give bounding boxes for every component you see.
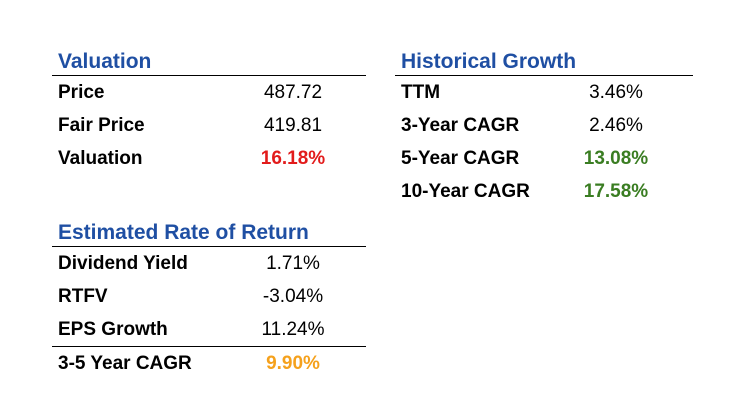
historical-growth-section: Historical Growth TTM 3.46% 3-Year CAGR …	[395, 49, 693, 208]
valuation-row-price: Price 487.72	[52, 76, 366, 109]
row-value: 3.46%	[589, 82, 643, 103]
growth-row-3yr: 3-Year CAGR 2.46%	[395, 109, 693, 142]
growth-row-5yr: 5-Year CAGR 13.08%	[395, 142, 693, 175]
row-value: 16.18%	[260, 148, 326, 169]
estimated-return-title: Estimated Rate of Return	[52, 220, 366, 247]
growth-row-ttm: TTM 3.46%	[395, 76, 693, 109]
valuation-row-fair-price: Fair Price 419.81	[52, 109, 366, 142]
row-label: EPS Growth	[58, 319, 168, 340]
valuation-section: Valuation Price 487.72 Fair Price 419.81…	[52, 49, 366, 175]
row-value: 419.81	[263, 115, 323, 136]
row-value: 9.90%	[266, 353, 320, 374]
row-value: -3.04%	[262, 286, 324, 307]
row-value: 13.08%	[583, 148, 649, 169]
return-row-3-5yr-cagr: 3-5 Year CAGR 9.90%	[52, 346, 366, 380]
valuation-title: Valuation	[52, 49, 366, 76]
growth-row-10yr: 10-Year CAGR 17.58%	[395, 175, 693, 208]
historical-growth-title: Historical Growth	[395, 49, 693, 76]
return-row-rtfv: RTFV -3.04%	[52, 280, 366, 313]
valuation-row-valuation: Valuation 16.18%	[52, 142, 366, 175]
row-label: Valuation	[58, 148, 143, 169]
row-label: 10-Year CAGR	[401, 181, 530, 202]
row-label: RTFV	[58, 286, 108, 307]
row-value: 1.71%	[266, 253, 320, 274]
row-label: 5-Year CAGR	[401, 148, 520, 169]
row-value: 17.58%	[583, 181, 649, 202]
row-value: 487.72	[263, 82, 323, 103]
row-label: Price	[58, 82, 105, 103]
row-label: 3-5 Year CAGR	[58, 353, 192, 374]
return-row-dividend-yield: Dividend Yield 1.71%	[52, 247, 366, 280]
row-value: 2.46%	[589, 115, 643, 136]
return-row-eps-growth: EPS Growth 11.24%	[52, 313, 366, 346]
row-label: 3-Year CAGR	[401, 115, 520, 136]
row-label: TTM	[401, 82, 441, 103]
row-value: 11.24%	[261, 319, 325, 340]
row-label: Dividend Yield	[58, 253, 188, 274]
estimated-return-section: Estimated Rate of Return Dividend Yield …	[52, 220, 366, 380]
row-label: Fair Price	[58, 115, 145, 136]
